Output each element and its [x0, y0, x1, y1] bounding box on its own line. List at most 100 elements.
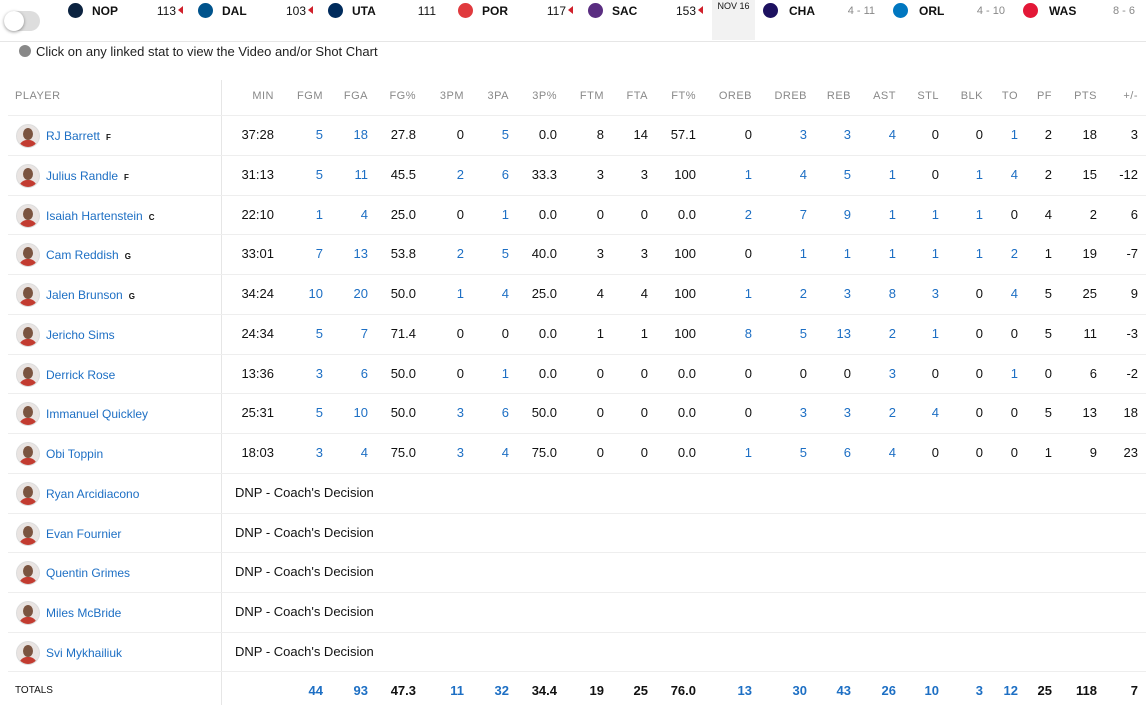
stat-cell[interactable]: 4 [888, 127, 896, 142]
stat-cell[interactable]: 6 [843, 445, 851, 460]
total-cell[interactable]: 26 [881, 683, 896, 698]
team-abbr[interactable]: ORL [919, 4, 945, 18]
stat-cell[interactable]: 1 [456, 286, 464, 301]
total-cell[interactable]: 43 [836, 683, 851, 698]
stat-cell[interactable]: 7 [799, 206, 807, 222]
stat-cell[interactable]: 1 [931, 325, 939, 341]
stat-cell[interactable]: 5 [799, 445, 807, 460]
stat-cell[interactable]: 5 [315, 127, 323, 142]
stat-cell[interactable]: 3 [315, 365, 323, 381]
stat-cell[interactable]: 1 [888, 206, 896, 222]
stat-cell[interactable]: 6 [360, 365, 368, 381]
stat-cell[interactable]: 1 [501, 206, 509, 222]
stat-cell[interactable]: 3 [931, 286, 939, 301]
stat-cell[interactable]: 1 [744, 286, 752, 301]
stat-cell[interactable]: 4 [501, 286, 509, 301]
stat-cell[interactable]: 10 [353, 405, 368, 421]
stat-cell[interactable]: 1 [843, 246, 851, 262]
stat-cell[interactable]: 3 [315, 445, 323, 460]
stat-cell[interactable]: 6 [501, 166, 509, 182]
stat-cell[interactable]: 4 [888, 445, 896, 460]
stat-cell[interactable]: 2 [456, 166, 464, 182]
team-abbr[interactable]: SAC [612, 4, 638, 18]
stat-cell[interactable]: 5 [501, 246, 509, 262]
total-cell[interactable]: 44 [308, 683, 323, 698]
player-name[interactable]: RJ Barrett [46, 129, 101, 143]
stat-cell[interactable]: 10 [308, 286, 323, 301]
player-name[interactable]: Cam Reddish [46, 248, 119, 263]
stat-cell[interactable]: 1 [315, 206, 323, 222]
stat-cell[interactable]: 4 [1010, 166, 1018, 182]
stat-cell[interactable]: 5 [843, 166, 851, 182]
total-cell[interactable]: 11 [450, 683, 464, 698]
stat-cell[interactable]: 13 [836, 325, 851, 341]
player-name[interactable]: Julius Randle [46, 168, 119, 183]
stat-cell[interactable]: 7 [360, 325, 368, 341]
stat-cell[interactable]: 3 [456, 445, 464, 460]
stat-cell[interactable]: 1 [975, 206, 983, 222]
team-abbr[interactable]: UTA [352, 4, 376, 18]
total-cell[interactable]: 30 [792, 683, 807, 698]
stat-cell[interactable]: 1 [888, 166, 896, 182]
stat-cell[interactable]: 5 [799, 325, 807, 341]
total-cell[interactable]: 12 [1003, 683, 1018, 698]
player-name[interactable]: Isaiah Hartenstein [46, 208, 143, 223]
stat-cell[interactable]: 4 [1010, 286, 1018, 301]
team-abbr[interactable]: NOP [92, 4, 119, 18]
stat-cell[interactable]: 3 [799, 127, 807, 142]
stat-cell[interactable]: 2 [1010, 246, 1018, 262]
stat-cell[interactable]: 4 [931, 405, 939, 421]
stat-cell[interactable]: 1 [975, 246, 983, 262]
stat-cell[interactable]: 1 [1010, 365, 1018, 381]
stat-cell[interactable]: 3 [843, 405, 851, 421]
player-name[interactable]: Obi Toppin [46, 447, 104, 461]
team-abbr[interactable]: WAS [1049, 4, 1077, 18]
stat-cell[interactable]: 1 [501, 365, 509, 381]
stat-cell[interactable]: 4 [360, 445, 368, 460]
stat-cell[interactable]: 5 [315, 166, 323, 182]
stat-cell[interactable]: 7 [315, 246, 323, 262]
stat-cell[interactable]: 1 [744, 166, 752, 182]
stat-cell[interactable]: 2 [799, 286, 807, 301]
total-cell[interactable]: 13 [737, 683, 752, 698]
team-abbr[interactable]: POR [482, 4, 509, 18]
player-name[interactable]: Jalen Brunson [46, 288, 123, 302]
team-abbr[interactable]: CHA [789, 4, 815, 18]
stat-cell[interactable]: 2 [888, 405, 896, 421]
stat-cell[interactable]: 3 [456, 405, 464, 421]
total-cell[interactable]: 32 [494, 683, 509, 698]
total-cell[interactable]: 3 [975, 683, 983, 698]
stat-cell[interactable]: 3 [888, 365, 896, 381]
team-abbr[interactable]: DAL [222, 4, 247, 18]
stat-cell[interactable]: 1 [799, 246, 807, 262]
stat-cell[interactable]: 2 [888, 325, 896, 341]
stat-cell[interactable]: 1 [888, 246, 896, 262]
stat-cell[interactable]: 6 [501, 405, 509, 421]
player-name[interactable]: Immanuel Quickley [46, 407, 149, 422]
toggle[interactable] [4, 11, 40, 31]
stat-cell[interactable]: 1 [931, 246, 939, 262]
player-name[interactable]: Ryan Arcidiacono [46, 486, 140, 501]
stat-cell[interactable]: 4 [360, 206, 368, 222]
stat-cell[interactable]: 5 [315, 405, 323, 421]
stat-cell[interactable]: 18 [353, 127, 368, 142]
stat-cell[interactable]: 2 [744, 206, 752, 222]
player-name[interactable]: Svi Mykhailiuk [46, 645, 123, 660]
stat-cell[interactable]: 13 [353, 246, 368, 262]
stat-cell[interactable]: 8 [744, 325, 752, 341]
stat-cell[interactable]: 5 [315, 325, 323, 341]
stat-cell[interactable]: 1 [931, 206, 939, 222]
stat-cell[interactable]: 4 [501, 445, 509, 460]
stat-cell[interactable]: 9 [843, 206, 851, 222]
stat-cell[interactable]: 1 [744, 445, 752, 460]
player-name[interactable]: Miles McBride [46, 606, 122, 620]
player-name[interactable]: Evan Fournier [46, 526, 122, 541]
stat-cell[interactable]: 3 [843, 286, 851, 301]
stat-cell[interactable]: 4 [799, 166, 807, 182]
stat-cell[interactable]: 11 [354, 166, 369, 182]
stat-cell[interactable]: 20 [353, 286, 368, 301]
stat-cell[interactable]: 2 [456, 246, 464, 262]
total-cell[interactable]: 93 [353, 683, 368, 698]
stat-cell[interactable]: 5 [501, 127, 509, 142]
player-name[interactable]: Jericho Sims [46, 327, 115, 342]
